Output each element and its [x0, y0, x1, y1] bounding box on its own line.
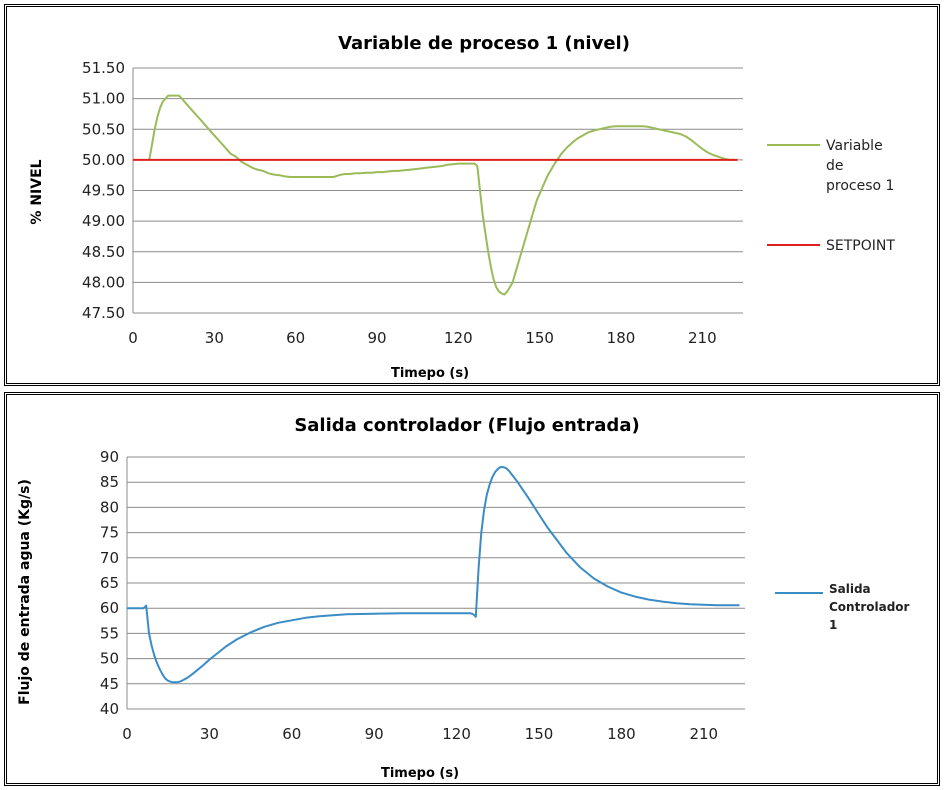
x-tick-label: 180 [607, 725, 636, 743]
y-tick-label: 85 [100, 473, 119, 491]
x-tick-label: 30 [205, 329, 224, 347]
x-axis-label: Timepo (s) [391, 366, 469, 381]
series-line-variable-de-proceso-1 [148, 94, 735, 296]
legend-label-setpoint: SETPOINT [826, 238, 895, 254]
legend-label-variable-line-3: proceso 1 [826, 178, 894, 194]
legend: Variable de proceso 1 SETPOINT [767, 138, 895, 254]
chart-nivel: Variable de proceso 1 (nivel) 47.50 48.00… [29, 33, 895, 381]
y-tick-label: 50 [100, 650, 119, 668]
y-tick-label: 90 [100, 448, 119, 466]
x-tick-label: 180 [607, 329, 636, 347]
y-tick-label: 40 [100, 700, 119, 718]
y-axis-label: % NIVEL [29, 159, 45, 224]
chart-panel-flujo: Salida controlador (Flujo entrada) 40 45 5… [4, 392, 940, 786]
y-tick-label: 51.50 [82, 59, 125, 77]
x-tick-label: 60 [286, 329, 305, 347]
y-tick-label: 48.00 [82, 273, 125, 291]
y-tick-label: 60 [100, 599, 119, 617]
y-tick-label: 50.50 [82, 120, 125, 138]
x-tick-label: 90 [365, 725, 384, 743]
chart-flujo: Salida controlador (Flujo entrada) 40 45 5… [17, 415, 910, 781]
chart-title: Salida controlador (Flujo entrada) [294, 415, 639, 436]
y-tick-label: 75 [100, 524, 119, 542]
x-tick-label: 150 [525, 725, 554, 743]
y-axis-label: Flujo de entrada agua (Kg/s) [17, 479, 33, 705]
y-tick-label: 51.00 [82, 90, 125, 108]
legend-label-salida-line-1: Salida [829, 582, 871, 596]
chart-panel-nivel: Variable de proceso 1 (nivel) 47.50 48.00… [4, 4, 940, 386]
y-tick-label: 50.00 [82, 151, 125, 169]
x-tick-label: 90 [367, 329, 386, 347]
x-tick-label: 30 [200, 725, 219, 743]
y-tick-label: 45 [100, 675, 119, 693]
y-tick-label: 49.00 [82, 212, 125, 230]
x-axis-label: Timepo (s) [381, 766, 459, 781]
chart-title: Variable de proceso 1 (nivel) [338, 33, 630, 54]
legend-label-salida-line-2: Controlador [829, 600, 910, 614]
x-tick-label: 120 [444, 329, 473, 347]
x-tick-label: 0 [122, 725, 132, 743]
y-tick-label: 47.50 [82, 304, 125, 322]
y-tick-label: 80 [100, 498, 119, 516]
x-tick-label: 60 [282, 725, 301, 743]
legend-label-variable-line-1: Variable [826, 138, 883, 154]
legend-label-salida-line-3: 1 [829, 618, 837, 632]
x-tick-label: 210 [689, 725, 718, 743]
x-tick-label: 150 [525, 329, 554, 347]
x-tick-label: 120 [442, 725, 471, 743]
y-tick-label: 65 [100, 574, 119, 592]
legend: Salida Controlador 1 [775, 582, 910, 632]
x-tick-label: 0 [128, 329, 138, 347]
x-tick-label: 210 [688, 329, 717, 347]
y-tick-label: 48.50 [82, 243, 125, 261]
series-line-salida-controlador-1 [127, 466, 740, 684]
legend-label-variable-line-2: de [826, 158, 844, 174]
y-tick-label: 49.50 [82, 182, 125, 200]
y-tick-label: 55 [100, 624, 119, 642]
y-tick-label: 70 [100, 549, 119, 567]
